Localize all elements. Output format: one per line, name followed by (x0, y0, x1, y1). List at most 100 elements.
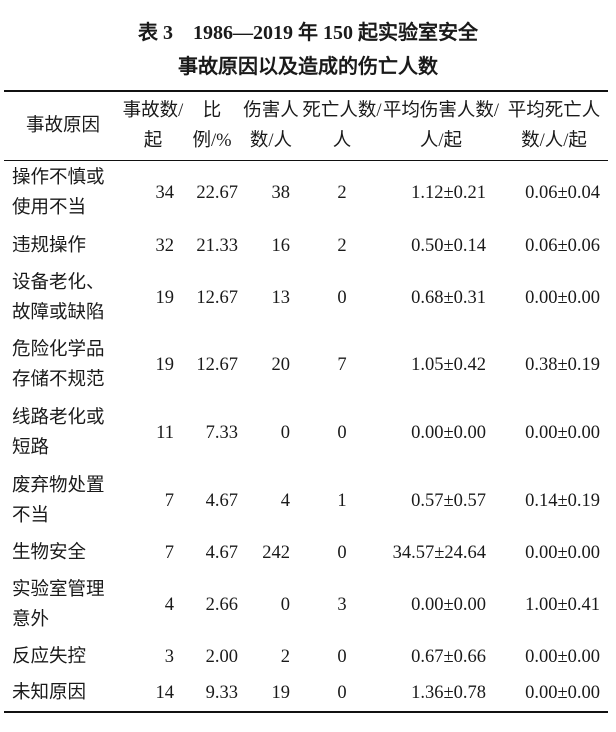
header-count: 事故数/起 (122, 101, 184, 151)
cell-cause: 实验室管理 意外 (4, 571, 122, 639)
cell-ratio: 4.67 (205, 543, 238, 563)
cell-ratio: 7.33 (205, 422, 238, 443)
table-row: 反应失控 3 2.00 2 0 0.67±0.66 0.00±0.00 (4, 639, 608, 676)
cell-avg-injured: 0.67±0.66 (411, 647, 486, 667)
cause-text: 使用不当 (12, 198, 87, 219)
cause-text: 废弃物处置 (12, 476, 105, 496)
accident-cause-table: 事故原因 事故数/起 比例/% 伤害人数/人 死亡人数/人 平均伤害人数/人/起 平均死亡人… (4, 90, 608, 713)
table-row: 实验室管理意外 4 2.66 0 3 0.00±0.00 1.00±0.41 (4, 571, 608, 639)
cell-avg-injured: 0.68±0.31 (411, 288, 486, 308)
cell-avg-deaths: 0.00±0.00 (525, 683, 600, 703)
cell-injured: 16 (271, 235, 291, 256)
table-row: 生物安全 7 4.67 242 0 34.57±24.64 0.00±0.00 (4, 536, 608, 571)
cell-count: 14 (155, 683, 175, 703)
cause-text: 存储不规范 (12, 369, 105, 390)
cell-cause: 危险化学品存储不规范 (4, 331, 122, 399)
cause-text: 线路老化或 (12, 407, 105, 428)
table-title-line2: 事故原因以及造成的伤亡人数 (178, 56, 438, 78)
cause-text: 危险化学品 (12, 339, 105, 360)
header-ratio: 比例/% (192, 101, 232, 151)
cell-deaths: 7 (337, 354, 347, 375)
cause-text: 未知原因 (12, 683, 87, 703)
header-deaths: 死亡人数/人 (302, 101, 382, 151)
cell-avg-injured: 1.12±0.21 (411, 183, 486, 204)
cell-injured: 2 (280, 647, 290, 667)
header-cause: 事故原因 (25, 116, 100, 136)
cell-cause: 设备老化、故障或缺陷 (4, 266, 122, 331)
cell-avg-deaths: 0.00±0.00 (525, 543, 600, 563)
cell-deaths: 3 (337, 594, 347, 615)
cell-count: 7 (164, 543, 174, 563)
table-row: 违规操作 32 21.33 16 2 0.50±0.14 0.06±0.06 (4, 226, 608, 266)
cell-injured: 19 (271, 683, 291, 703)
cell-cause: 违规操作 (4, 226, 122, 266)
cell-ratio: 2.66 (205, 594, 238, 615)
table-row: 线路老化或短路 11 7.33 0 0 0.00±0.00 0.00±0.00 (4, 399, 608, 467)
table-row: 操作不慎或使用不当 34 22.67 38 2 1.12±0.21 0.06±0.04 (4, 161, 608, 226)
table-row: 危险化学品存储不规范 19 12.67 20 7 1.05±0.42 0.38±0.19 (4, 331, 608, 399)
cell-avg-injured: 0.00±0.00 (411, 594, 486, 615)
cell-avg-injured: 0.57±0.57 (411, 491, 486, 511)
cause-text: 反应失控 (12, 647, 87, 667)
header-avg-deaths: 平均死亡人数/人/起 (507, 101, 601, 151)
cause-text: 操作不慎或 (12, 168, 105, 189)
cell-avg-injured: 1.05±0.42 (411, 354, 486, 375)
cell-count: 4 (164, 594, 174, 615)
cell-cause: 线路老化或 短路 (4, 399, 122, 467)
cell-avg-deaths: 0.06±0.04 (525, 183, 600, 204)
cell-avg-injured: 0.00±0.00 (411, 422, 486, 443)
cause-text: 实验室管理 (12, 579, 105, 600)
cell-deaths: 0 (337, 543, 347, 563)
cell-cause: 生物安全 (4, 536, 122, 571)
cell-deaths: 0 (337, 288, 347, 308)
cell-ratio: 21.33 (196, 235, 238, 256)
table-row: 未知原因 14 9.33 19 0 1.36±0.78 0.00±0.00 (4, 676, 608, 712)
cell-ratio: 12.67 (196, 354, 238, 375)
cell-injured: 13 (271, 288, 291, 308)
cause-text: 不当 (12, 506, 50, 526)
cell-deaths: 0 (337, 422, 347, 443)
cell-avg-deaths: 0.00±0.00 (525, 647, 600, 667)
cell-ratio: 2.00 (205, 647, 238, 667)
header-avg-injured: 平均伤害人数/人/起 (382, 101, 500, 151)
cell-avg-deaths: 0.38±0.19 (525, 354, 600, 375)
cell-ratio: 22.67 (196, 183, 238, 204)
cell-count: 34 (155, 183, 175, 204)
cell-injured: 20 (271, 354, 291, 375)
cause-text: 违规操作 (12, 235, 87, 256)
header-injured: 伤害人数/人 (243, 101, 299, 151)
table-row: 废弃物处置 不当 7 4.67 4 1 0.57±0.57 0.14±0.19 (4, 467, 608, 536)
table-title-line1: 表 3 1986—2019 年 150 起实验室安全 (138, 22, 478, 44)
cell-avg-deaths: 0.14±0.19 (525, 491, 600, 511)
cause-text: 意外 (12, 609, 50, 630)
cell-avg-deaths: 0.06±0.06 (525, 235, 600, 256)
cell-avg-deaths: 1.00±0.41 (525, 594, 600, 615)
cell-count: 3 (164, 647, 174, 667)
cell-avg-injured: 1.36±0.78 (411, 683, 486, 703)
cell-ratio: 9.33 (205, 683, 238, 703)
cell-deaths: 2 (337, 183, 347, 204)
cell-count: 11 (156, 422, 174, 443)
cell-avg-deaths: 0.00±0.00 (525, 422, 600, 443)
cell-deaths: 0 (337, 647, 347, 667)
cause-text: 生物安全 (12, 543, 87, 563)
cell-injured: 38 (271, 183, 291, 204)
cause-text: 短路 (12, 437, 50, 458)
header-row: 事故原因 事故数/起 比例/% 伤害人数/人 死亡人数/人 平均伤害人数/人/起 平均死亡人… (4, 91, 608, 161)
cell-avg-injured: 34.57±24.64 (392, 543, 486, 563)
cell-cause: 反应失控 (4, 639, 122, 676)
cell-avg-deaths: 0.00±0.00 (525, 288, 600, 308)
cause-text: 故障或缺陷 (12, 303, 105, 323)
table-row: 设备老化、 故障或缺陷 19 12.67 13 0 0.68±0.31 0.00±0.00 (4, 266, 608, 331)
cell-deaths: 0 (337, 683, 347, 703)
cell-injured: 0 (280, 594, 290, 615)
cell-count: 19 (155, 354, 175, 375)
cell-cause: 操作不慎或 使用不当 (4, 161, 122, 226)
cell-injured: 242 (262, 543, 290, 563)
cause-text: 设备老化、 (12, 273, 105, 293)
cell-injured: 0 (280, 422, 290, 443)
cell-deaths: 2 (337, 235, 347, 256)
cell-cause: 废弃物处置 不当 (4, 467, 122, 536)
cell-deaths: 1 (337, 491, 347, 511)
cell-ratio: 4.67 (205, 491, 238, 511)
